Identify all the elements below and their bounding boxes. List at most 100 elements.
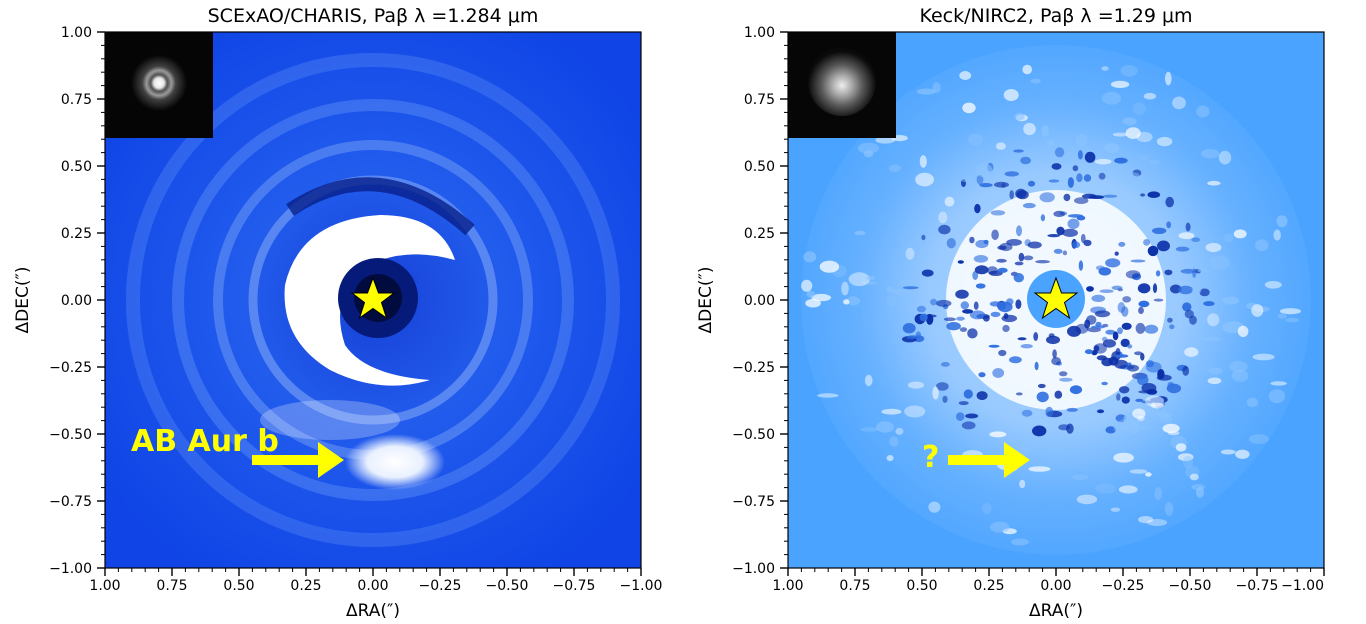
speckle [1165,196,1174,208]
x-tick-label: −0.75 [553,578,596,594]
speckle [1134,351,1143,356]
speckle [1121,172,1140,179]
speckle [1053,210,1065,217]
speckle [1021,409,1033,417]
speckle [979,183,993,188]
speckle [801,279,813,292]
speckle [1122,117,1137,126]
speckle [902,323,916,334]
speckle [1040,214,1046,222]
speckle [1051,163,1062,170]
speckle [1082,193,1097,199]
speckle [886,295,897,307]
speckle [998,349,1007,357]
speckle [972,270,979,280]
speckle [1080,233,1086,244]
speckle [1231,369,1249,382]
speckle [967,328,978,339]
speckle [1114,157,1128,164]
right-annotation-label: ? [922,440,939,475]
speckle [1175,443,1187,452]
speckle [1062,250,1068,256]
speckle [1093,345,1100,352]
speckle [1229,360,1248,373]
speckle [974,265,989,275]
speckle [1084,151,1096,163]
speckle [1135,398,1144,402]
speckle [1058,424,1070,431]
speckle [935,382,949,391]
speckle [1189,315,1197,325]
speckle [1096,355,1107,361]
speckle [1141,400,1154,404]
speckle [1059,371,1068,377]
speckle [1071,241,1081,249]
speckle [1130,259,1146,263]
speckle [1063,193,1071,202]
speckle [1030,78,1041,84]
speckle [1098,172,1106,180]
speckle [1119,386,1130,394]
speckle [960,301,969,310]
speckle [976,174,984,185]
speckle [902,286,919,290]
speckle [1135,322,1146,334]
speckle [976,391,988,401]
y-tick-label: −0.25 [49,360,92,376]
speckle [1178,232,1195,240]
speckle [1091,325,1106,329]
speckle [1083,239,1092,247]
left-x-tick-labels: 1.00 0.75 0.50 0.25 0.00 −0.25 −0.50 −0.… [89,578,662,594]
speckle [956,316,965,321]
y-tick-label: 0.25 [744,226,775,242]
y-tick-label: −0.75 [732,494,775,510]
speckle [1101,66,1109,71]
speckle [1251,304,1264,317]
x-tick-label: −0.25 [1102,578,1145,594]
y-tick-label: −1.00 [49,561,92,577]
speckle [1235,449,1250,459]
speckle [1146,389,1158,395]
speckle [1105,258,1121,268]
speckle [1139,154,1150,162]
speckle [1132,169,1142,177]
speckle [962,309,974,314]
y-tick-label: −0.75 [49,494,92,510]
speckle [863,150,874,158]
speckle [1273,229,1281,241]
speckle [1139,425,1152,431]
speckle [992,368,1005,378]
speckle [1140,193,1146,197]
speckle [1020,344,1033,349]
speckle [846,296,860,306]
speckle [1028,466,1051,472]
speckle [1053,248,1063,254]
speckle [921,234,926,241]
speckle [1067,218,1080,229]
speckle [973,254,989,263]
speckle [1252,353,1275,361]
speckle [1120,65,1138,77]
speckle [1205,242,1222,253]
speckle [1199,309,1207,324]
speckle [1009,190,1014,200]
speckle [956,412,965,421]
speckle [974,203,981,214]
speckle [1037,383,1046,389]
speckle [1197,268,1209,273]
speckle [944,196,955,207]
speckle [1264,281,1282,289]
x-tick-label: 0.00 [1040,578,1071,594]
speckle [1023,122,1036,136]
speckle [1276,215,1288,228]
speckle [990,311,1001,318]
speckle [1150,402,1164,409]
speckle [982,503,992,515]
speckle [1270,381,1287,386]
speckle [983,315,990,322]
speckle [1076,494,1098,505]
speckle [1054,390,1063,399]
speckle [1018,252,1025,262]
speckle [1083,174,1092,182]
y-tick-label: 1.00 [744,25,775,41]
